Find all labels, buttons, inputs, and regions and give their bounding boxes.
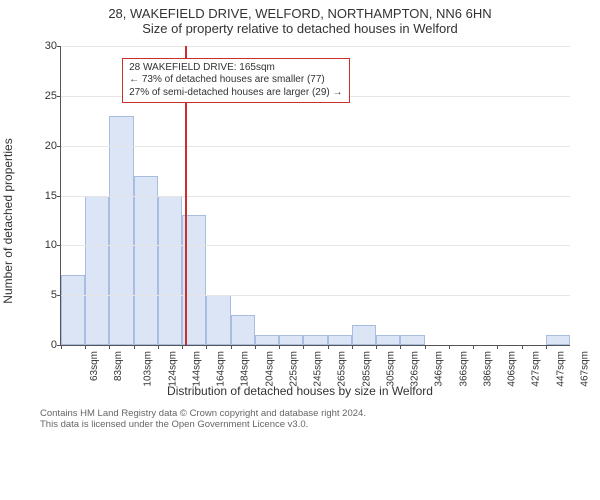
x-tick-label: 346sqm — [434, 351, 445, 387]
histogram-bar — [376, 335, 400, 345]
grid-line — [61, 46, 570, 47]
x-tick-label: 406sqm — [507, 351, 518, 387]
x-tick-label: 144sqm — [192, 351, 203, 387]
histogram-bar — [109, 116, 133, 345]
x-axis-title: Distribution of detached houses by size … — [20, 384, 580, 398]
footer-attribution: Contains HM Land Registry data © Crown c… — [0, 406, 600, 431]
y-tick-mark — [57, 96, 61, 97]
x-tick-mark — [279, 345, 280, 349]
y-tick-mark — [57, 245, 61, 246]
histogram-bar — [279, 335, 303, 345]
x-tick-label: 204sqm — [264, 351, 275, 387]
histogram-bar — [255, 335, 279, 345]
x-tick-label: 447sqm — [555, 351, 566, 387]
y-tick-label: 10 — [33, 239, 57, 251]
x-tick-label: 124sqm — [167, 351, 178, 387]
info-box-line2: ← 73% of detached houses are smaller (77… — [129, 74, 342, 87]
x-tick-label: 225sqm — [288, 351, 299, 387]
x-tick-label: 467sqm — [579, 351, 590, 387]
footer-line1: Contains HM Land Registry data © Crown c… — [40, 408, 590, 419]
x-tick-mark — [425, 345, 426, 349]
y-tick-label: 15 — [33, 190, 57, 202]
title-block: 28, WAKEFIELD DRIVE, WELFORD, NORTHAMPTO… — [0, 0, 600, 36]
plot-area: 05101520253063sqm83sqm103sqm124sqm144sqm… — [60, 46, 570, 346]
x-tick-label: 164sqm — [216, 351, 227, 387]
x-tick-mark — [61, 345, 62, 349]
histogram-bar — [352, 325, 376, 345]
x-tick-mark — [182, 345, 183, 349]
x-tick-mark — [328, 345, 329, 349]
x-tick-mark — [158, 345, 159, 349]
x-tick-mark — [109, 345, 110, 349]
y-tick-mark — [57, 46, 61, 47]
x-tick-label: 366sqm — [458, 351, 469, 387]
grid-line — [61, 245, 570, 246]
x-tick-mark — [303, 345, 304, 349]
title-address: 28, WAKEFIELD DRIVE, WELFORD, NORTHAMPTO… — [0, 6, 600, 21]
x-tick-mark — [352, 345, 353, 349]
x-tick-mark — [522, 345, 523, 349]
x-tick-label: 386sqm — [482, 351, 493, 387]
grid-line — [61, 295, 570, 296]
histogram-bar — [158, 196, 182, 346]
x-tick-mark — [473, 345, 474, 349]
title-subtitle: Size of property relative to detached ho… — [0, 21, 600, 36]
histogram-bar — [546, 335, 570, 345]
x-tick-label: 103sqm — [143, 351, 154, 387]
x-tick-label: 83sqm — [113, 351, 124, 381]
histogram-bar — [85, 196, 109, 346]
histogram-bar — [328, 335, 352, 345]
grid-line — [61, 146, 570, 147]
x-tick-label: 184sqm — [240, 351, 251, 387]
x-tick-mark — [400, 345, 401, 349]
histogram-bar — [206, 295, 230, 345]
histogram-bar — [400, 335, 424, 345]
x-tick-mark — [231, 345, 232, 349]
y-tick-label: 30 — [33, 40, 57, 52]
x-tick-mark — [376, 345, 377, 349]
y-tick-mark — [57, 146, 61, 147]
y-tick-label: 0 — [33, 339, 57, 351]
chart-container: Number of detached properties 0510152025… — [20, 36, 580, 406]
x-tick-label: 63sqm — [89, 351, 100, 381]
x-tick-label: 305sqm — [385, 351, 396, 387]
subject-info-box: 28 WAKEFIELD DRIVE: 165sqm← 73% of detac… — [122, 58, 349, 104]
x-tick-mark — [255, 345, 256, 349]
y-axis-label: Number of detached properties — [1, 138, 15, 303]
histogram-bar — [231, 315, 255, 345]
x-tick-mark — [134, 345, 135, 349]
histogram-bar — [303, 335, 327, 345]
footer-line2: This data is licensed under the Open Gov… — [40, 419, 590, 430]
y-tick-mark — [57, 295, 61, 296]
x-tick-mark — [546, 345, 547, 349]
y-tick-label: 20 — [33, 140, 57, 152]
info-box-line3: 27% of semi-detached houses are larger (… — [129, 87, 342, 100]
x-tick-mark — [85, 345, 86, 349]
grid-line — [61, 196, 570, 197]
x-tick-mark — [497, 345, 498, 349]
info-box-line1: 28 WAKEFIELD DRIVE: 165sqm — [129, 62, 342, 75]
x-tick-mark — [206, 345, 207, 349]
y-tick-label: 5 — [33, 289, 57, 301]
x-tick-label: 326sqm — [410, 351, 421, 387]
y-tick-mark — [57, 196, 61, 197]
histogram-bar — [61, 275, 85, 345]
x-tick-label: 265sqm — [337, 351, 348, 387]
x-tick-label: 285sqm — [361, 351, 372, 387]
x-tick-label: 427sqm — [531, 351, 542, 387]
x-tick-mark — [449, 345, 450, 349]
x-tick-label: 245sqm — [313, 351, 324, 387]
histogram-bar — [134, 176, 158, 345]
y-tick-label: 25 — [33, 90, 57, 102]
